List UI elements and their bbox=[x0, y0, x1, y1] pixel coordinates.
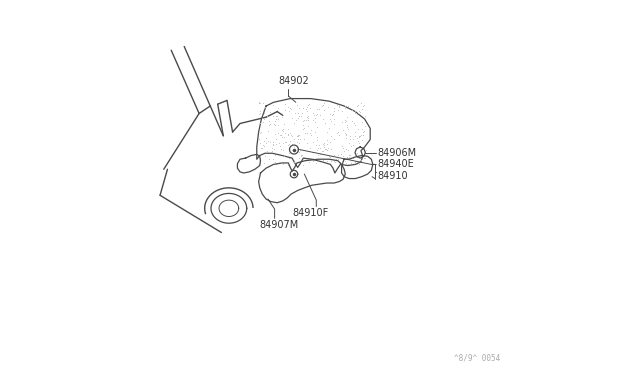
Text: ^8/9^ 0054: ^8/9^ 0054 bbox=[454, 354, 500, 363]
Text: 84902: 84902 bbox=[278, 76, 309, 86]
Text: 84906M: 84906M bbox=[378, 148, 417, 157]
Text: 84910F: 84910F bbox=[292, 208, 328, 218]
Text: 84940E: 84940E bbox=[378, 160, 415, 169]
Text: 84907M: 84907M bbox=[260, 220, 299, 230]
Text: 84910: 84910 bbox=[378, 171, 408, 180]
